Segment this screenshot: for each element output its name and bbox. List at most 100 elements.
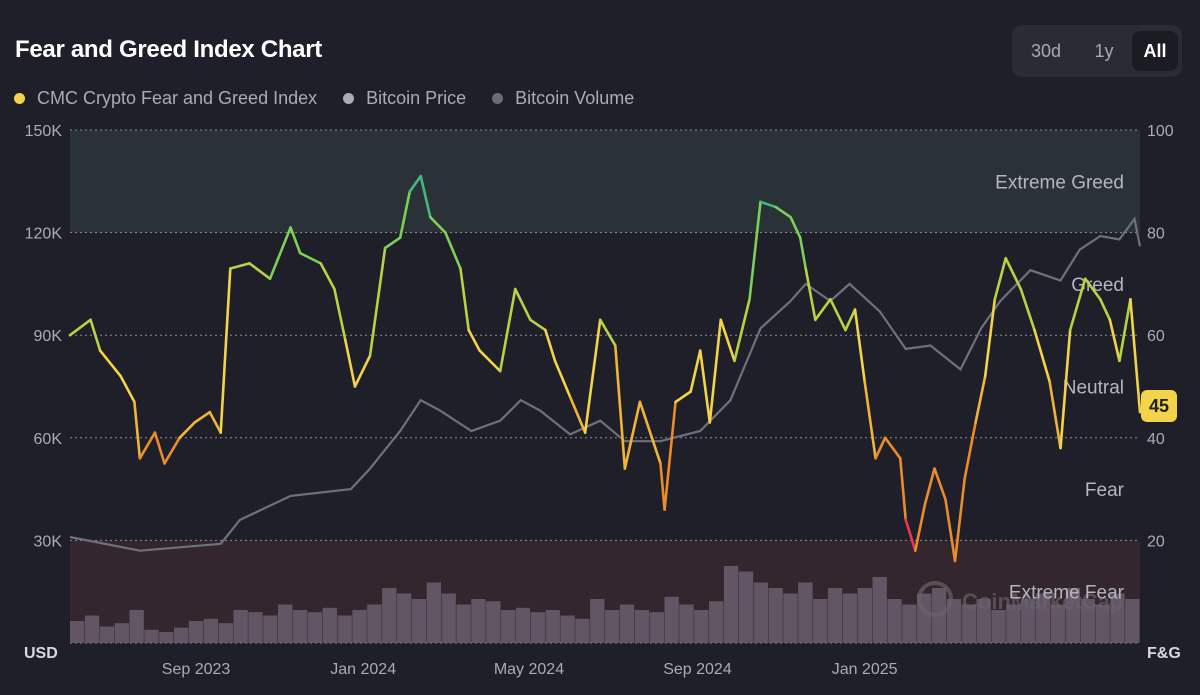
volume-bar xyxy=(322,607,337,643)
volume-bar xyxy=(84,615,100,643)
volume-bar xyxy=(664,596,679,643)
current-value-badge: 45 xyxy=(1141,390,1177,422)
volume-bar xyxy=(1006,604,1021,643)
volume-bar xyxy=(188,621,204,643)
fear-greed-segment xyxy=(319,262,336,291)
fear-greed-segment xyxy=(814,297,832,322)
left-axis-tick: 90K xyxy=(34,328,63,345)
volume-bar xyxy=(768,588,783,643)
fear-greed-segment xyxy=(923,467,936,506)
fear-greed-segment xyxy=(613,344,627,470)
volume-bar xyxy=(441,593,456,643)
volume-bar xyxy=(575,618,590,643)
fear-greed-segment xyxy=(933,467,947,501)
fear-greed-segment xyxy=(844,308,857,332)
fear-greed-segment xyxy=(774,205,792,219)
fear-greed-segment xyxy=(798,236,808,270)
volume-bar xyxy=(842,593,858,643)
fear-greed-segment xyxy=(1019,287,1036,332)
legend-label: Bitcoin Volume xyxy=(515,88,635,108)
fear-greed-segment xyxy=(689,349,702,393)
volume-bar xyxy=(887,599,902,643)
legend-dot-icon xyxy=(343,93,355,104)
fear-greed-segment xyxy=(1083,277,1102,301)
fear-greed-segment xyxy=(419,174,432,219)
volume-bar xyxy=(694,610,709,643)
fear-greed-segment xyxy=(153,431,166,465)
volume-bar xyxy=(753,582,768,643)
fear-greed-segment xyxy=(1108,318,1121,363)
fear-greed-segment xyxy=(333,287,347,342)
fear-greed-segment xyxy=(1129,297,1142,414)
volume-bar xyxy=(292,610,308,643)
volume-bar xyxy=(367,604,382,643)
fear-greed-segment xyxy=(368,246,387,358)
volume-bar xyxy=(560,615,575,643)
left-axis-tick: 120K xyxy=(25,226,63,243)
fear-greed-segment xyxy=(248,262,272,281)
volume-bar xyxy=(337,615,352,643)
volume-bar xyxy=(426,582,442,643)
volume-bar xyxy=(99,626,115,643)
zone-label: Neutral xyxy=(1063,378,1124,399)
fear-greed-segment xyxy=(759,200,777,209)
fear-greed-segment xyxy=(478,349,502,373)
fear-greed-segment xyxy=(163,436,181,465)
fear-greed-segment xyxy=(804,267,817,322)
volume-bar xyxy=(1021,599,1036,643)
fear-greed-segment xyxy=(1059,328,1072,450)
legend-label: CMC Crypto Fear and Greed Index xyxy=(37,88,318,108)
volume-bar xyxy=(382,588,397,643)
fear-greed-segment xyxy=(638,400,662,465)
fear-greed-segment xyxy=(829,297,847,332)
volume-bar xyxy=(174,627,189,643)
volume-bar xyxy=(931,588,947,643)
fear-greed-segment xyxy=(193,410,212,424)
volume-bar xyxy=(723,566,739,643)
zone-label: Extreme Greed xyxy=(995,172,1124,193)
fear-greed-segment xyxy=(119,374,136,404)
fear-greed-segment xyxy=(853,308,866,383)
fear-greed-segment xyxy=(467,328,481,352)
volume-bar xyxy=(545,610,560,643)
fear-greed-segment xyxy=(914,503,927,552)
right-axis-label: F&G xyxy=(1147,645,1181,662)
legend-bitcoin-volume[interactable]: Bitcoin Volume xyxy=(492,88,634,109)
legend-fear-greed[interactable]: CMC Crypto Fear and Greed Index xyxy=(14,88,317,109)
volume-bar xyxy=(634,610,650,643)
volume-bar xyxy=(307,612,323,643)
fear-greed-segment xyxy=(344,339,357,388)
legend-bitcoin-price[interactable]: Bitcoin Price xyxy=(343,88,466,109)
volume-bar xyxy=(798,582,813,643)
fear-greed-segment xyxy=(89,318,102,352)
legend-label: Bitcoin Price xyxy=(366,88,467,108)
x-axis-tick: Jan 2025 xyxy=(832,661,898,678)
fear-greed-segment xyxy=(228,262,251,270)
left-axis-tick: 30K xyxy=(34,533,63,550)
fear-greed-segment xyxy=(623,400,642,470)
fear-greed-segment xyxy=(138,431,157,460)
fear-greed-segment xyxy=(953,477,966,563)
left-axis-label: USD xyxy=(24,645,58,662)
volume-bar xyxy=(649,612,664,643)
range-all-button[interactable]: All xyxy=(1132,31,1178,71)
fear-greed-segment xyxy=(963,421,977,481)
volume-bar xyxy=(679,604,694,643)
fear-greed-segment xyxy=(663,400,677,511)
volume-bar xyxy=(1050,604,1066,643)
volume-bar xyxy=(813,599,828,643)
volume-bar xyxy=(352,610,367,643)
volume-bar xyxy=(946,599,962,643)
legend-dot-icon xyxy=(14,93,25,104)
fear-greed-segment xyxy=(498,287,517,373)
range-1y-button[interactable]: 1y xyxy=(1094,41,1114,61)
fear-greed-segment xyxy=(863,380,877,460)
range-30d-button[interactable]: 30d xyxy=(1030,41,1062,61)
volume-bar xyxy=(1035,593,1051,643)
right-axis-tick: 40 xyxy=(1147,431,1165,448)
fear-greed-segment xyxy=(459,267,470,332)
fear-greed-segment xyxy=(1033,328,1051,383)
volume-bar xyxy=(872,577,887,643)
volume-bar xyxy=(233,610,248,643)
volume-bar xyxy=(530,612,546,643)
